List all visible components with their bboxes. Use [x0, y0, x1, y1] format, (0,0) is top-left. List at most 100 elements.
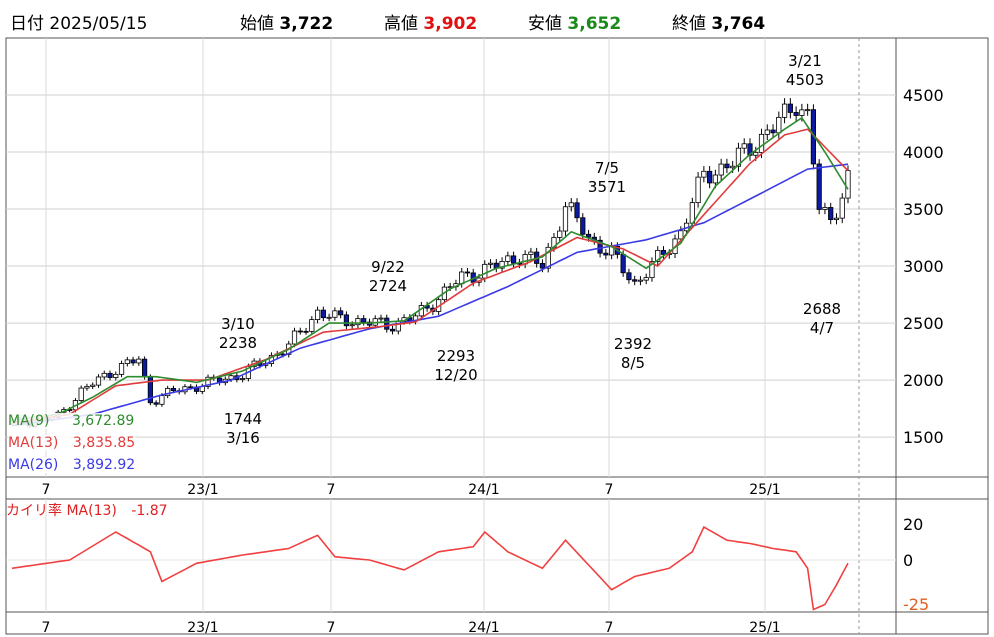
annotation-date: 7/5	[594, 159, 620, 177]
annotation-date: 3/10	[221, 315, 255, 333]
candle-body	[107, 372, 113, 378]
candle-body	[539, 263, 546, 269]
candle-body	[626, 272, 632, 281]
candle-body	[205, 376, 211, 387]
candle-body	[655, 250, 661, 262]
candle-body	[678, 230, 684, 240]
candle-body	[816, 163, 822, 210]
legend-ma13: MA(13) 3,835.85	[8, 435, 136, 451]
date-tick-label: 25/1	[749, 482, 780, 498]
date-tick-label-bottom: 7	[327, 620, 336, 636]
header-open: 始値 3,722	[240, 9, 333, 34]
candle-body	[712, 174, 718, 184]
deviation-legend: カイリ率 MA(13) -1.87	[6, 500, 168, 520]
candle-body	[297, 330, 303, 333]
candle-body	[355, 318, 361, 326]
high-value: 3,902	[423, 14, 478, 34]
date-tick-label: 7	[605, 482, 614, 498]
candle-body	[643, 277, 649, 281]
candle-body	[118, 363, 125, 375]
date-tick-label-bottom: 23/1	[187, 620, 218, 636]
date-tick-label: 7	[327, 482, 336, 498]
close-value: 3,764	[711, 14, 766, 34]
candle-body	[303, 330, 309, 333]
candle-body	[620, 253, 626, 274]
candle-body	[389, 328, 396, 332]
ma9-line	[11, 116, 849, 421]
date-value: 2025/05/15	[49, 14, 148, 34]
candle-body	[568, 202, 574, 208]
annotation-low-12-20: 2293 12/20	[434, 347, 477, 385]
candle-body	[730, 165, 736, 169]
annotation-low-4-7: 2688 4/7	[803, 300, 841, 338]
candle-body	[240, 378, 246, 380]
annotation-price: 1744	[223, 410, 263, 428]
candle-body	[124, 359, 130, 364]
annotation-date: 12/20	[434, 366, 478, 384]
deviation-label: カイリ率 MA(13)	[6, 503, 117, 519]
candle-body	[95, 376, 102, 386]
annotation-date: 3/21	[788, 52, 822, 70]
candle-body	[268, 354, 275, 365]
candle-body	[338, 310, 344, 316]
candle-body	[689, 202, 695, 224]
legend-ma9-value: 3,672.89	[71, 413, 135, 429]
candle-body	[735, 147, 742, 167]
candle-body	[828, 207, 834, 220]
candle-body	[487, 262, 494, 265]
deviation-tick-label: -25	[903, 595, 929, 614]
candle-body	[349, 324, 355, 327]
candle-body	[753, 152, 759, 156]
candle-body	[833, 217, 840, 220]
candle-body	[153, 402, 159, 405]
candle-body	[130, 359, 136, 364]
candle-body	[603, 252, 609, 256]
candle-body	[562, 206, 569, 232]
candle-body	[805, 109, 811, 112]
candle-body	[632, 279, 638, 282]
candle-body	[545, 246, 551, 269]
header-low: 安値 3,652	[528, 9, 621, 34]
candle-body	[580, 217, 586, 235]
legend-ma9: MA(9) 3,672.89	[8, 413, 135, 429]
header-high: 高値 3,902	[384, 9, 477, 34]
date-tick-label: 7	[42, 482, 51, 498]
annotation-date: 3/16	[226, 429, 260, 447]
candle-body	[343, 314, 350, 327]
candle-body	[701, 170, 707, 178]
candle-body	[309, 319, 315, 332]
close-label: 終値	[672, 14, 706, 34]
annotation-price: 2392	[613, 335, 653, 353]
date-tick-label: 24/1	[468, 482, 499, 498]
candle-body	[84, 385, 90, 389]
candle-body	[718, 163, 724, 176]
candle-body	[707, 170, 713, 184]
candle-body	[695, 176, 701, 204]
candle-body	[314, 309, 321, 320]
candle-body	[113, 373, 119, 378]
open-value: 3,722	[279, 14, 334, 34]
deviation-value: -1.87	[131, 503, 168, 519]
candle-body	[649, 261, 655, 279]
candle-body	[459, 271, 465, 285]
candle-body	[597, 239, 603, 254]
price-tick-label: 2500	[903, 314, 944, 333]
annotation-price: 2238	[218, 334, 258, 352]
candle-body	[776, 116, 782, 134]
candle-body	[384, 317, 390, 330]
price-tick-label: 3000	[903, 257, 944, 276]
candle-body	[741, 143, 747, 149]
low-label: 安値	[528, 14, 562, 34]
candle-body	[528, 251, 534, 255]
candle-body	[724, 163, 730, 169]
legend-ma9-label: MA(9)	[8, 413, 50, 429]
annotation-price: 2724	[368, 277, 408, 295]
annotation-low-3-16: 1744 3/16	[224, 410, 262, 448]
price-tick-label: 3500	[903, 200, 944, 219]
candle-body	[159, 395, 165, 405]
candle-body	[839, 197, 845, 219]
candle-body	[770, 129, 776, 134]
chart-frame	[5, 37, 989, 635]
date-tick-label-bottom: 7	[605, 620, 614, 636]
